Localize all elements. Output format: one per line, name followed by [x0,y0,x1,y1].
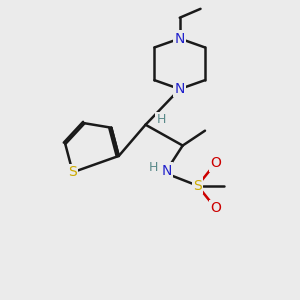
Text: S: S [68,165,77,179]
Text: O: O [210,201,221,215]
Text: S: S [193,179,202,193]
Text: N: N [161,164,172,178]
Text: O: O [210,156,221,170]
Text: H: H [149,161,159,174]
Text: H: H [156,113,166,126]
Text: N: N [175,82,185,96]
Text: N: N [175,32,185,46]
